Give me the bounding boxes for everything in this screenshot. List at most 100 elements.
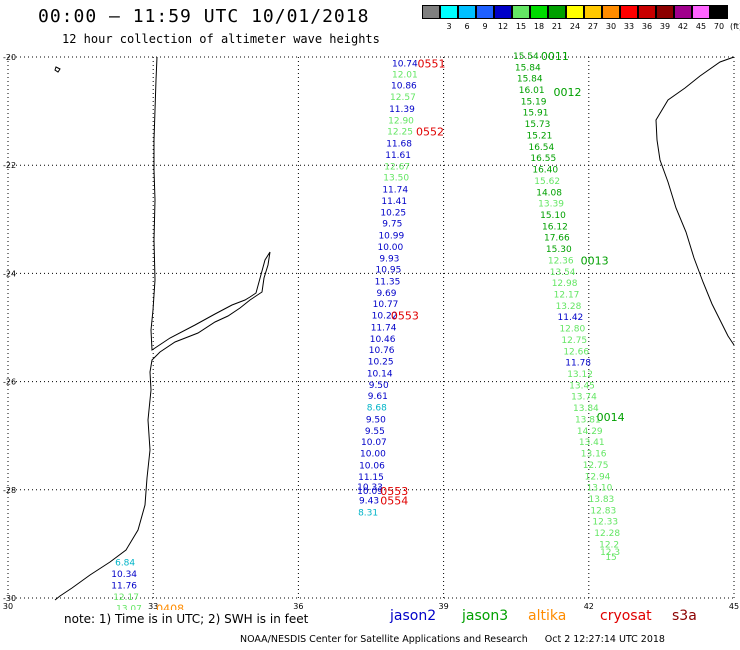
lat-tick-label: -26 [3, 378, 16, 387]
wave-height-value: 16.12 [542, 222, 568, 232]
scale-label: 30 [605, 22, 617, 31]
wave-height-value: 15.73 [525, 120, 551, 130]
wave-height-value: 13.28 [556, 302, 582, 312]
lon-tick-label: 42 [584, 602, 594, 610]
wave-height-value: 12.3 [600, 548, 620, 558]
wave-height-map: 30 33 36 39 42 45 -20 -22 -24 -26 -28 -30 10.7412.0… [3, 50, 739, 610]
lat-tick-label: -24 [3, 269, 16, 278]
scale-label: 39 [659, 22, 671, 31]
wave-height-value: 9.93 [379, 254, 399, 264]
wave-height-value: 13.50 [383, 174, 409, 184]
wave-height-value: 13.83 [589, 495, 615, 505]
scale-swatch [583, 5, 602, 19]
scale-unit: (ft) [730, 22, 740, 31]
scale-label: 21 [551, 22, 563, 31]
wave-height-value: 9.61 [368, 392, 388, 402]
wave-height-value: 8.31 [358, 509, 378, 519]
scale-label: 70 [713, 22, 725, 31]
wave-height-value: 12.2 [599, 540, 619, 550]
scale-bin: 12 [493, 5, 512, 31]
scale-swatch [457, 5, 476, 19]
wave-height-value: 15.91 [523, 109, 549, 119]
pass-number-label: 0012 [554, 86, 582, 99]
wave-height-value: 12.98 [552, 279, 578, 289]
wave-height-value: 10.33 [357, 483, 383, 493]
wave-height-value: 12.01 [392, 70, 418, 80]
scale-bin: 9 [475, 5, 494, 31]
lat-tick-label: -30 [3, 594, 16, 603]
wave-height-value: 10.76 [369, 346, 395, 356]
lon-tick-label: 33 [148, 602, 158, 610]
wave-height-value: 8.68 [367, 404, 387, 414]
pass-number-label: 0013 [581, 254, 609, 267]
wave-height-value: 9.50 [369, 381, 389, 391]
scale-bin: 21 [547, 5, 566, 31]
footnote: note: 1) Time is in UTC; 2) SWH is in fe… [64, 612, 309, 626]
scale-swatch [439, 5, 458, 19]
wave-height-value: 11.74 [371, 324, 397, 334]
page-title: 00:00 – 11:59 UTC 10/01/2018 [38, 6, 370, 27]
wave-height-value: 13.39 [538, 200, 564, 210]
scale-swatch [601, 5, 620, 19]
wave-height-value: 13.16 [581, 450, 607, 460]
wave-height-value: 13.54 [550, 268, 576, 278]
wave-height-value: 13.07 [116, 604, 142, 610]
wave-height-value: 11.68 [386, 140, 412, 150]
island-outline [54, 66, 61, 73]
wave-height-value: 15.62 [534, 177, 560, 187]
scale-swatch [673, 5, 692, 19]
scale-label: 27 [587, 22, 599, 31]
credit-line: NOAA/NESDIS Center for Satellite Applica… [240, 634, 665, 645]
lat-tick-label: -22 [3, 161, 16, 170]
scale-swatch [655, 5, 674, 19]
wave-height-value: 12.94 [585, 472, 611, 482]
lon-tick-label: 30 [3, 602, 13, 610]
wave-height-value: 17.66 [544, 234, 570, 244]
scale-label: 45 [695, 22, 707, 31]
page-subtitle: 12 hour collection of altimeter wave hei… [62, 32, 380, 46]
scale-label: 12 [497, 22, 509, 31]
scale-swatch [421, 5, 440, 19]
wave-height-value: 16.40 [532, 166, 558, 176]
wave-height-value: 9.75 [382, 220, 402, 230]
scale-swatch [529, 5, 548, 19]
scale-bin: 30 [601, 5, 620, 31]
scale-swatch [565, 5, 584, 19]
wave-height-value: 15.54 [513, 52, 539, 62]
legend-jason2: jason2 [390, 608, 437, 624]
wave-height-value: 11.74 [382, 186, 408, 196]
scale-bin: 6 [457, 5, 476, 31]
coastline [54, 56, 735, 601]
wave-height-value: 10.00 [360, 450, 386, 460]
legend-jason3: jason3 [462, 608, 509, 624]
wave-height-value: 13.45 [569, 381, 595, 391]
wave-height-value: 10.77 [373, 300, 399, 310]
wave-height-value: 10.34 [111, 570, 137, 580]
scale-swatch [637, 5, 656, 19]
legend-s3a: s3a [672, 608, 697, 624]
wave-height-value: 12.75 [583, 461, 609, 471]
pass-number-label: 0014 [597, 411, 625, 424]
scale-bin: 39 [655, 5, 674, 31]
wave-height-value: 9.69 [376, 289, 396, 299]
wave-height-value: 16.55 [530, 154, 556, 164]
wave-height-value: 11.41 [381, 197, 407, 207]
scale-swatch [619, 5, 638, 19]
wave-height-value: 10.99 [378, 232, 404, 242]
wave-height-value: 10.25 [368, 358, 394, 368]
scale-swatch [691, 5, 710, 19]
wave-height-value: 10.74 [392, 59, 418, 69]
wave-height-value: 10.22 [372, 312, 398, 322]
wave-height-value: 13.84 [573, 404, 599, 414]
wave-height-value: 13.10 [587, 484, 613, 494]
scale-label: 24 [569, 22, 581, 31]
wave-height-value: 12.25 [387, 128, 413, 138]
wave-height-value: 12.17 [113, 593, 139, 603]
scale-swatch [547, 5, 566, 19]
wave-height-value: 9.43 [359, 497, 379, 507]
pass-number-label: 0551 [418, 57, 446, 70]
pass-number-label: 0552 [416, 126, 444, 139]
legend-altika: altika [528, 608, 567, 624]
wave-height-value: 12.28 [594, 529, 620, 539]
